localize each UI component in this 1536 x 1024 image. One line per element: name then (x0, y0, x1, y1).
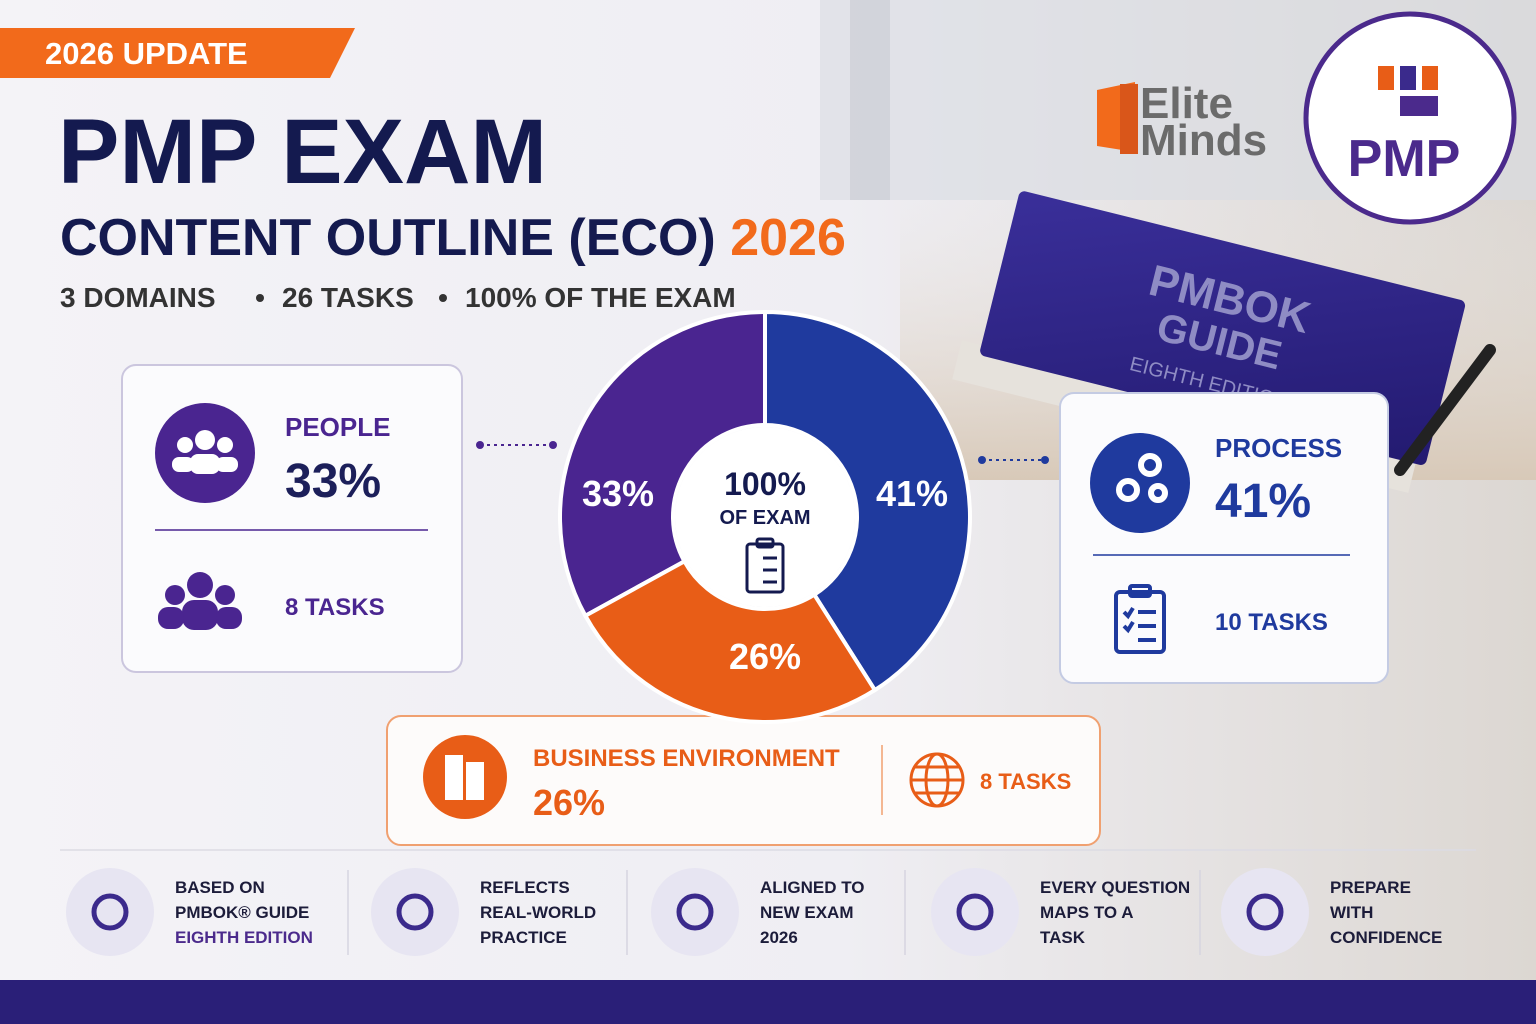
feature-text: PREPARE (1330, 878, 1411, 897)
feature-text: BASED ON (175, 878, 265, 897)
clipboard-icon (745, 537, 785, 594)
feature-icon-bg (1221, 868, 1309, 956)
feature-text: MAPS TO A (1040, 903, 1134, 922)
feature-text: TASK (1040, 928, 1086, 947)
connector-dot (549, 441, 557, 449)
domain-name: PROCESS (1215, 433, 1342, 463)
badge-text: 2026 UPDATE (45, 36, 248, 71)
connector-dot (978, 456, 986, 464)
clip-top (755, 537, 775, 549)
feature-icon-bg (371, 868, 459, 956)
feature-text: REFLECTS (480, 878, 570, 897)
feature-text: PRACTICE (480, 928, 567, 947)
feature-text: REAL-WORLD (480, 903, 596, 922)
subtitle-year: 2026 (730, 209, 846, 267)
feature-icon-bg (931, 868, 1019, 956)
connector-dot (1041, 456, 1049, 464)
badge-shape (0, 28, 355, 78)
donut-chart: 33% 41% 26% 100% OF EXAM (558, 309, 972, 724)
subtitle-main: CONTENT OUTLINE (ECO) (60, 209, 716, 267)
title: PMP EXAM (58, 101, 547, 203)
clipboard-icon (1114, 584, 1166, 654)
domain-name: BUSINESS ENVIRONMENT (533, 745, 840, 772)
donut-segment (558, 309, 767, 619)
seal-mark (1400, 66, 1416, 90)
domain-percent: 26% (533, 782, 605, 823)
seal-mark (1400, 96, 1438, 116)
team-icon (158, 572, 242, 630)
people-card: PEOPLE 33% 8 TASKS (121, 364, 463, 673)
tagline-item: 26 TASKS (282, 282, 414, 313)
brand-logo: Elite Minds (1097, 79, 1267, 165)
segment-label: 33% (582, 473, 654, 514)
feature-icon (676, 893, 714, 931)
feature-text: 2026 (760, 928, 798, 947)
domain-percent: 41% (1215, 475, 1311, 528)
icon-circle (423, 735, 507, 819)
feature-icon (91, 893, 129, 931)
logo-mark (1120, 84, 1138, 154)
feature-icon-bg (651, 868, 739, 956)
tagline: 3 DOMAINS 26 TASKS 100% OF THE EXAM (60, 282, 736, 313)
tagline-item: 3 DOMAINS (60, 282, 216, 313)
feature-text: WITH (1330, 903, 1373, 922)
task-count: 8 TASKS (980, 769, 1071, 794)
bullet (256, 294, 264, 302)
task-count: 8 TASKS (285, 594, 385, 621)
donut-hole (675, 427, 855, 607)
segment-label: 26% (729, 636, 801, 677)
footer-bar (0, 980, 1536, 1024)
domain-name: PEOPLE (285, 412, 390, 442)
brand-line: Elite (1140, 79, 1233, 128)
gears-icon (1116, 453, 1168, 503)
pmp-seal: PMP (1303, 11, 1517, 225)
icon-circle (1090, 433, 1190, 533)
center-label: 100% (724, 466, 806, 502)
process-card: PROCESS 41% 10 TASKS (1059, 392, 1389, 684)
seal-mark (1378, 66, 1394, 90)
business-card: BUSINESS ENVIRONMENT 26% 8 TASKS (386, 715, 1101, 846)
globe-icon (909, 752, 965, 808)
building-icon (445, 755, 484, 800)
seal-circle (1303, 11, 1517, 225)
feature-text: ALIGNED TO (760, 878, 865, 897)
feature-icon (1246, 893, 1284, 931)
people-icon (172, 430, 238, 474)
feature-text: NEW EXAM (760, 903, 854, 922)
features: BASED ON PMBOK® GUIDE EIGHTH EDITION REFLEC… (66, 868, 1442, 956)
domain-percent: 33% (285, 455, 381, 508)
feature-text: CONFIDENCE (1330, 928, 1442, 947)
feature-text: EIGHTH EDITION (175, 928, 313, 947)
seal-text: PMP (1348, 130, 1461, 188)
connector-dot (476, 441, 484, 449)
window-frame (850, 0, 890, 200)
clip-body (745, 542, 785, 594)
brand-line: Minds (1140, 116, 1267, 165)
task-count: 10 TASKS (1215, 609, 1328, 636)
pen (1394, 344, 1496, 476)
donut-segment (582, 558, 878, 724)
segment-label: 41% (876, 473, 948, 514)
bullet (439, 294, 447, 302)
seal-mark (1422, 66, 1438, 90)
tagline-item: 100% OF THE EXAM (465, 282, 736, 313)
feature-text: PMBOK® GUIDE (175, 903, 309, 922)
subtitle: CONTENT OUTLINE (ECO) 2026 (60, 209, 846, 267)
center-sublabel: OF EXAM (719, 507, 810, 529)
feature-text: EVERY QUESTION (1040, 878, 1190, 897)
feature-icon (396, 893, 434, 931)
icon-circle (155, 403, 255, 503)
feature-icon (956, 893, 994, 931)
feature-icon-bg (66, 868, 154, 956)
